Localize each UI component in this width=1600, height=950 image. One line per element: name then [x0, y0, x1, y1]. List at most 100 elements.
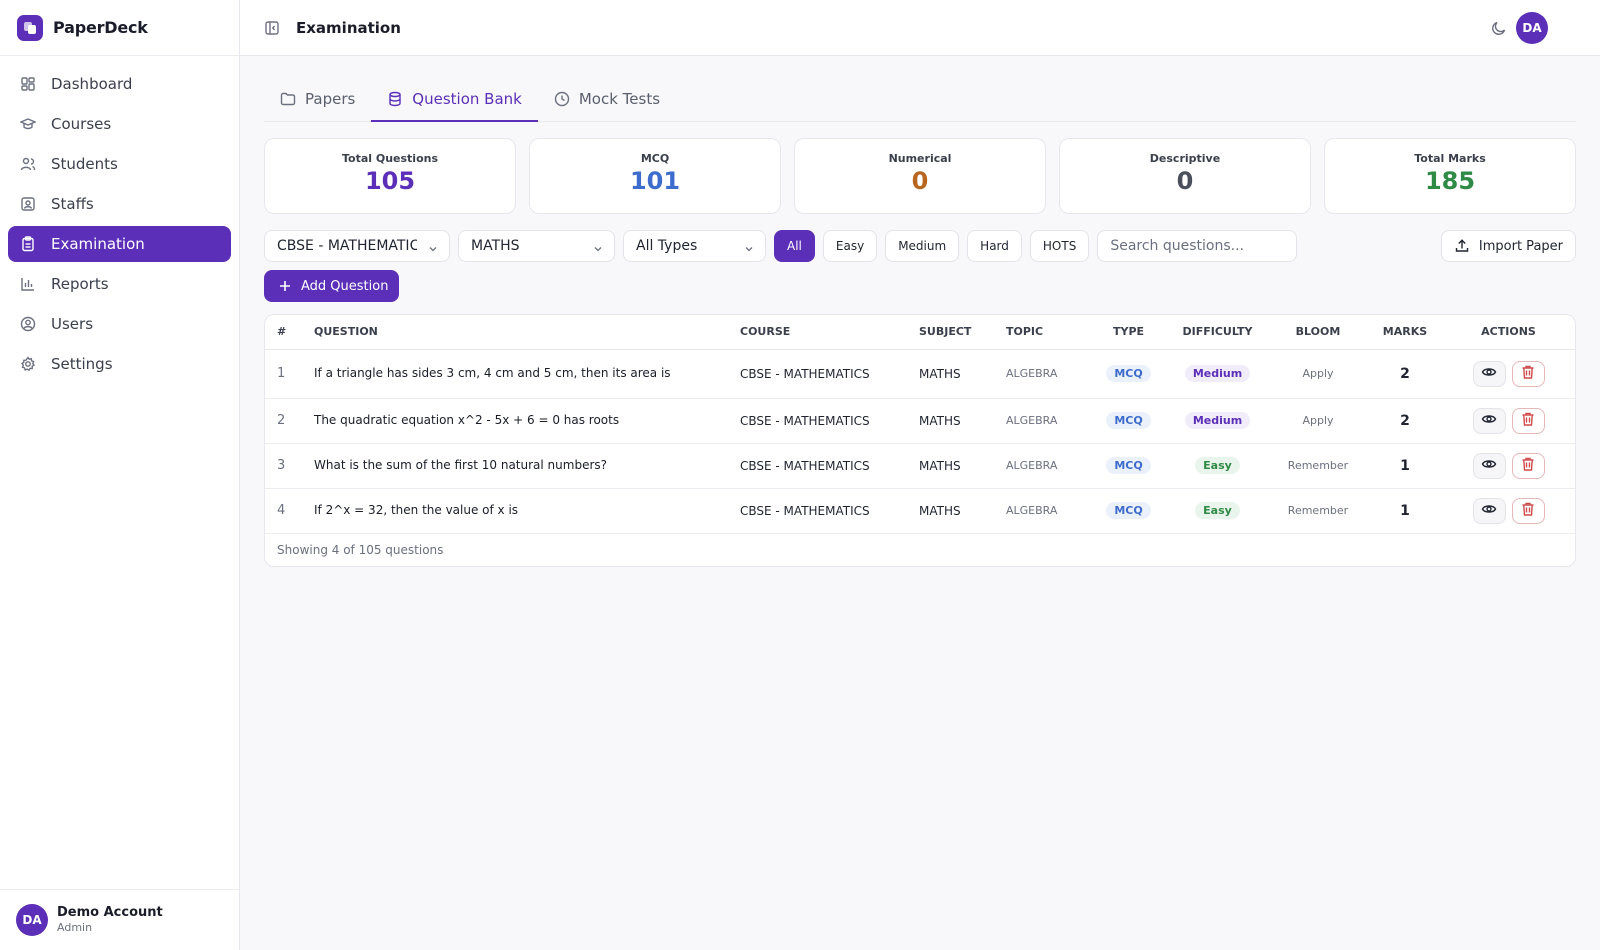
- header-avatar[interactable]: DA: [1516, 12, 1548, 44]
- filter-bar: CBSE - MATHEMATICS MATHS All Types All E…: [264, 230, 1576, 262]
- tab-label: Papers: [305, 90, 356, 108]
- table-row[interactable]: 4 If 2^x = 32, then the value of x is CB…: [265, 488, 1575, 534]
- difficulty-filter-all[interactable]: All: [774, 230, 815, 262]
- brand[interactable]: PaperDeck: [0, 0, 239, 56]
- stat-card-descriptive: Descriptive 0: [1059, 138, 1311, 214]
- trash-icon: [1520, 411, 1536, 430]
- graduation-cap-icon: [20, 116, 36, 132]
- column-header: COURSE: [734, 315, 913, 350]
- search-input[interactable]: [1097, 230, 1298, 262]
- import-paper-label: Import Paper: [1478, 238, 1563, 254]
- type-badge: MCQ: [1106, 457, 1151, 474]
- delete-button[interactable]: [1511, 407, 1545, 434]
- difficulty-filter-medium[interactable]: Medium: [885, 230, 960, 262]
- course-cell: CBSE - MATHEMATICS: [734, 443, 913, 489]
- stat-card-total-marks: Total Marks 185: [1324, 138, 1576, 214]
- sidebar-item-students[interactable]: Students: [8, 146, 231, 182]
- sidebar-item-courses[interactable]: Courses: [8, 106, 231, 142]
- tab-question-bank[interactable]: Question Bank: [371, 78, 538, 122]
- column-header: TOPIC: [1000, 315, 1090, 350]
- tab-mock-tests[interactable]: Mock Tests: [538, 78, 676, 122]
- page-title: Examination: [296, 18, 401, 37]
- subject-cell: MATHS: [913, 349, 1000, 399]
- stat-card-mcq: MCQ 101: [529, 138, 781, 214]
- column-header: SUBJECT: [913, 315, 1000, 350]
- delete-button[interactable]: [1511, 452, 1545, 479]
- question-text: The quadratic equation x^2 - 5x + 6 = 0 …: [308, 398, 734, 444]
- difficulty-badge: Easy: [1195, 502, 1240, 519]
- marks-cell: 1: [1368, 488, 1442, 534]
- marks-cell: 2: [1368, 398, 1442, 444]
- stats-row: Total Questions 105 MCQ 101 Numerical 0 …: [264, 138, 1576, 214]
- course-cell: CBSE - MATHEMATICS: [734, 488, 913, 534]
- sidebar-item-label: Students: [51, 155, 118, 173]
- difficulty-filter-hots[interactable]: HOTS: [1029, 230, 1090, 262]
- import-paper-button[interactable]: Import Paper: [1440, 230, 1576, 262]
- avatar: DA: [16, 904, 48, 936]
- delete-button[interactable]: [1511, 360, 1545, 387]
- stat-value: 101: [629, 167, 681, 195]
- theme-toggle-moon-icon[interactable]: [1490, 19, 1508, 37]
- add-question-button[interactable]: Add Question: [264, 270, 399, 302]
- sidebar-item-reports[interactable]: Reports: [8, 266, 231, 302]
- sidebar-item-staffs[interactable]: Staffs: [8, 186, 231, 222]
- bar-chart-icon: [20, 276, 36, 292]
- subject-select-value: MATHS: [471, 238, 520, 254]
- sidebar-item-label: Examination: [51, 235, 145, 253]
- tab-papers[interactable]: Papers: [264, 78, 371, 122]
- sidebar-item-label: Reports: [51, 275, 109, 293]
- row-number: 4: [265, 488, 308, 534]
- column-header: ACTIONS: [1442, 315, 1575, 350]
- table-row[interactable]: 1 If a triangle has sides 3 cm, 4 cm and…: [265, 349, 1575, 399]
- tab-label: Mock Tests: [578, 90, 661, 108]
- bloom-cell: Remember: [1268, 443, 1368, 489]
- table-row[interactable]: 2 The quadratic equation x^2 - 5x + 6 = …: [265, 398, 1575, 444]
- column-header: QUESTION: [308, 315, 734, 350]
- type-select[interactable]: All Types: [623, 230, 766, 262]
- trash-icon: [1520, 456, 1536, 475]
- difficulty-badge: Medium: [1184, 365, 1251, 382]
- difficulty-filter-easy[interactable]: Easy: [822, 230, 878, 262]
- sidebar-item-dashboard[interactable]: Dashboard: [8, 66, 231, 102]
- delete-button[interactable]: [1511, 497, 1545, 524]
- eye-icon: [1481, 364, 1497, 383]
- stat-label: MCQ: [640, 152, 670, 165]
- view-button[interactable]: [1472, 497, 1506, 524]
- table-row[interactable]: 3 What is the sum of the first 10 natura…: [265, 443, 1575, 489]
- chevron-down-icon: [593, 242, 603, 252]
- topic-cell: ALGEBRA: [1000, 398, 1090, 444]
- account-menu[interactable]: DA Demo Account Admin: [0, 889, 239, 950]
- course-select[interactable]: CBSE - MATHEMATICS: [264, 230, 450, 262]
- column-header: BLOOM: [1268, 315, 1368, 350]
- course-cell: CBSE - MATHEMATICS: [734, 398, 913, 444]
- sidebar-item-settings[interactable]: Settings: [8, 346, 231, 382]
- tab-bar: Papers Question Bank Mock Tests: [264, 56, 1576, 122]
- question-text: If a triangle has sides 3 cm, 4 cm and 5…: [308, 349, 734, 399]
- marks-cell: 1: [1368, 443, 1442, 489]
- upload-icon: [1454, 238, 1470, 254]
- row-number: 1: [265, 349, 308, 399]
- subject-cell: MATHS: [913, 488, 1000, 534]
- subject-select[interactable]: MATHS: [458, 230, 615, 262]
- users-icon: [20, 156, 36, 172]
- gear-icon: [20, 356, 36, 372]
- dashboard-icon: [20, 76, 36, 92]
- sidebar-item-examination[interactable]: Examination: [8, 226, 231, 262]
- type-select-value: All Types: [636, 238, 698, 254]
- view-button[interactable]: [1472, 360, 1506, 387]
- question-text: What is the sum of the first 10 natural …: [308, 443, 734, 489]
- stat-value: 0: [911, 167, 929, 195]
- trash-icon: [1520, 501, 1536, 520]
- id-badge-icon: [20, 196, 36, 212]
- trash-icon: [1520, 364, 1536, 383]
- view-button[interactable]: [1472, 407, 1506, 434]
- main-content: Papers Question Bank Mock Tests Total Qu…: [264, 56, 1576, 567]
- stat-label: Total Marks: [1414, 152, 1486, 165]
- difficulty-filter-hard[interactable]: Hard: [967, 230, 1022, 262]
- stat-label: Total Questions: [341, 152, 439, 165]
- topic-cell: ALGEBRA: [1000, 443, 1090, 489]
- stat-value: 0: [1176, 167, 1194, 195]
- view-button[interactable]: [1472, 452, 1506, 479]
- sidebar-item-users[interactable]: Users: [8, 306, 231, 342]
- sidebar-toggle-icon[interactable]: [264, 20, 280, 36]
